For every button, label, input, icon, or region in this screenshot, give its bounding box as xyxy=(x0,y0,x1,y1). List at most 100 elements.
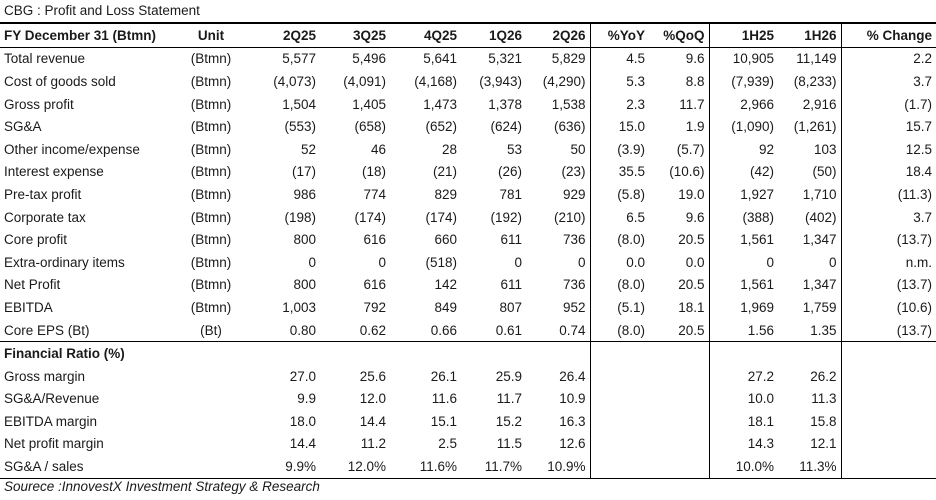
row-value: 9.9% xyxy=(250,455,320,479)
row-unit: (Btmn) xyxy=(190,232,232,248)
row-value: 1,710 xyxy=(802,186,837,202)
row-value xyxy=(589,364,649,388)
row-value: 46 xyxy=(370,141,386,157)
row-label: Core EPS (Bt) xyxy=(4,322,90,338)
table-row: Other income/expense (Btmn) 52 46 28 53 50 (3.9… xyxy=(0,137,936,161)
row-value xyxy=(589,387,649,411)
row-value: (11.3) xyxy=(840,183,936,206)
row-value: (13.7) xyxy=(840,228,936,251)
row-label: SG&A/Revenue xyxy=(4,391,100,407)
row-value: (7,939) xyxy=(708,70,778,93)
row-value: 11.7 xyxy=(496,391,522,407)
table-row: Corporate tax (Btmn) (198) (174) (174) (192) (… xyxy=(0,205,936,229)
row-value: 53 xyxy=(506,141,522,157)
source-note: Sourece :InnovestX Investment Strategy &… xyxy=(4,479,320,494)
row-value: (5.7) xyxy=(676,141,705,157)
table-row: Cost of goods sold (Btmn) (4,073) (4,091) (4… xyxy=(0,70,936,93)
row-unit: (Btmn) xyxy=(190,51,232,67)
row-value: (4,091) xyxy=(343,73,386,89)
header-cell: %YoY xyxy=(589,23,649,48)
row-value: n.m. xyxy=(840,250,936,274)
row-value: (13.7) xyxy=(840,273,936,297)
row-value: 781 xyxy=(499,186,522,202)
row-unit: (Btmn) xyxy=(190,277,232,293)
row-value: (636) xyxy=(553,119,586,135)
row-value: 25.6 xyxy=(359,368,386,384)
row-value: 11.6 xyxy=(431,391,457,407)
header-cell: 2Q26 xyxy=(552,27,586,43)
header-cell: 2Q25 xyxy=(282,27,316,43)
row-value: 1,347 xyxy=(802,277,837,293)
row-value: 1,561 xyxy=(708,228,778,251)
row-value: (1,090) xyxy=(708,115,778,138)
row-value: 736 xyxy=(562,277,586,293)
row-unit: (Btmn) xyxy=(190,209,232,225)
row-value: 92 xyxy=(708,137,778,161)
row-value: 5,829 xyxy=(551,51,586,67)
header-cell: 1Q26 xyxy=(488,27,522,43)
row-value: 952 xyxy=(562,299,586,315)
row-label: Interest expense xyxy=(4,164,104,180)
row-label: Corporate tax xyxy=(4,209,86,225)
section-spacer xyxy=(649,341,709,365)
row-value: (174) xyxy=(354,209,386,225)
row-value: (23) xyxy=(561,164,586,180)
row-value: 26.4 xyxy=(559,368,586,384)
row-unit xyxy=(172,433,250,456)
header-cell: 3Q25 xyxy=(352,27,386,43)
row-value xyxy=(840,410,936,433)
section-spacer xyxy=(320,341,390,365)
header-cell: % Change xyxy=(840,23,936,48)
row-value: 12.0 xyxy=(359,391,386,407)
row-value: 35.5 xyxy=(589,160,649,184)
row-value: 11.7 xyxy=(679,96,705,112)
row-value: (17) xyxy=(291,164,316,180)
row-value: 8.8 xyxy=(685,73,705,89)
row-value: 0.0 xyxy=(589,250,649,274)
row-label: Gross margin xyxy=(4,368,86,384)
row-value: 10.0% xyxy=(708,455,778,479)
row-value: 15.1 xyxy=(430,413,457,429)
row-value: 11.5 xyxy=(496,436,522,452)
row-label: SG&A / sales xyxy=(0,455,172,479)
row-unit xyxy=(172,455,250,479)
row-value: 3.7 xyxy=(840,70,936,93)
row-value: (198) xyxy=(284,209,316,225)
row-value: 1,538 xyxy=(551,96,586,112)
row-value xyxy=(649,365,709,388)
row-value xyxy=(589,432,649,456)
row-value: (3,943) xyxy=(479,73,522,89)
row-value: 1,969 xyxy=(708,296,778,319)
row-value: (10.6) xyxy=(669,164,705,180)
row-value: 11.6% xyxy=(390,455,461,479)
row-value: 0.0 xyxy=(685,254,705,270)
row-value: 12.0% xyxy=(320,455,390,479)
row-unit: (Btmn) xyxy=(190,164,232,180)
row-value: 1,405 xyxy=(352,96,386,112)
row-value: 829 xyxy=(434,186,457,202)
table-row: SG&A/Revenue 9.9 12.0 11.6 11.7 10.9 10.0 11.3 xyxy=(0,387,936,411)
row-value: 3.7 xyxy=(840,205,936,229)
row-value: 10.0 xyxy=(708,387,778,411)
table-title: CBG : Profit and Loss Statement xyxy=(4,3,200,18)
row-value: 1,759 xyxy=(802,299,837,315)
row-value xyxy=(840,432,936,456)
row-value xyxy=(649,410,709,433)
row-unit: (Btmn) xyxy=(190,299,232,315)
row-value: 807 xyxy=(499,299,522,315)
table-body: Total revenue (Btmn) 5,577 5,496 5,641 5,321 5… xyxy=(0,47,936,479)
row-value: (10.6) xyxy=(840,296,936,319)
row-value: 103 xyxy=(813,141,837,157)
section-spacer xyxy=(250,341,320,365)
header-cell: %QoQ xyxy=(663,27,705,43)
row-unit: (Btmn) xyxy=(190,73,232,89)
table-row: SG&A / sales 9.9% 12.0% 11.6% 11.7% 10.9% 10.0… xyxy=(0,455,936,479)
row-unit: (Bt) xyxy=(200,322,222,338)
row-value xyxy=(840,387,936,411)
row-value: (192) xyxy=(490,209,522,225)
row-value xyxy=(589,455,649,479)
row-value: 11.2 xyxy=(360,436,386,452)
row-value: 800 xyxy=(293,277,316,293)
row-value: 2.3 xyxy=(589,92,649,116)
row-value: 1.56 xyxy=(708,318,778,342)
